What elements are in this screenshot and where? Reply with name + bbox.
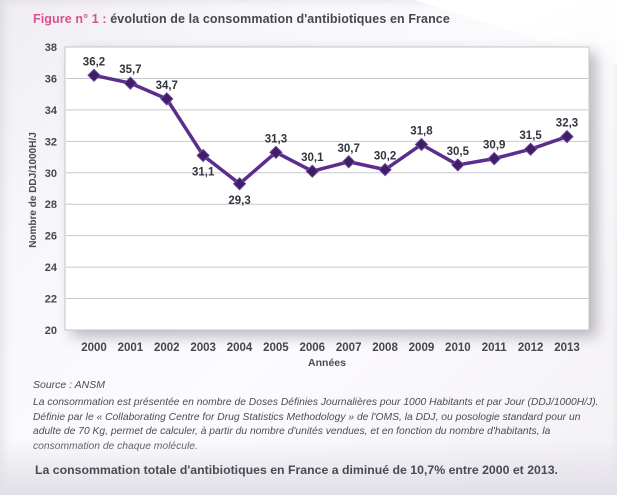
y-tick-label: 38 (45, 42, 57, 54)
data-point-label: 36,2 (83, 56, 105, 68)
figure-title-text: évolution de la consommation d'antibioti… (106, 12, 450, 26)
data-point-label: 31,1 (192, 166, 215, 178)
data-point-marker (451, 158, 465, 172)
x-tick-label: 2002 (154, 342, 180, 354)
y-tick-label: 26 (45, 231, 57, 243)
data-point-label: 30,7 (337, 143, 359, 155)
data-point-marker (196, 148, 210, 163)
series-line (92, 73, 569, 186)
x-tick-label: 2004 (227, 342, 253, 354)
data-point-marker (160, 92, 174, 106)
figure-title-prefix: Figure n° 1 : (33, 12, 107, 26)
data-point-label: 31,8 (410, 125, 433, 137)
data-point-marker (341, 155, 356, 169)
x-tick-label: 2013 (554, 342, 580, 354)
data-point-marker (123, 76, 138, 90)
x-tick-label: 2009 (409, 342, 435, 354)
line-chart: 38 36 34 32 30 28 26 24 22 20 2000 2001 2002 2003 2004… (28, 42, 590, 369)
source-note: Source : ANSM (33, 379, 105, 391)
x-tick-label: 2001 (118, 342, 144, 354)
data-point-marker (560, 129, 574, 144)
data-point-label: 30,2 (374, 151, 396, 163)
data-point-label: 34,7 (156, 80, 178, 92)
x-tick-label: 2000 (81, 342, 107, 354)
x-tick-label: 2008 (372, 342, 398, 354)
data-point-marker (378, 162, 392, 177)
data-point-label: 30,1 (301, 152, 324, 164)
x-tick-label: 2007 (336, 342, 362, 354)
data-point-label: 30,9 (483, 140, 505, 152)
data-point-label: 30,5 (447, 146, 470, 158)
y-tick-label: 32 (45, 136, 57, 148)
data-point-marker (232, 177, 247, 191)
data-point-label: 35,7 (119, 64, 141, 76)
x-tick-label: 2005 (263, 342, 289, 354)
y-axis-title: Nombre de DDJ/1000H/J (28, 132, 39, 248)
data-point-marker (87, 68, 101, 83)
x-tick-label: 2003 (190, 342, 216, 354)
data-point-marker (414, 137, 429, 152)
y-tick-label: 36 (45, 73, 57, 85)
x-tick-label: 2011 (482, 342, 508, 354)
summary-statement: La consommation totale d'antibiotiques e… (35, 463, 558, 477)
x-tick-label: 2006 (300, 342, 326, 354)
y-tick-label: 20 (45, 325, 57, 337)
data-point-marker (487, 151, 501, 166)
data-point-label: 29,3 (228, 195, 250, 207)
y-tick-label: 22 (45, 294, 57, 306)
data-point-marker (523, 142, 538, 156)
data-point-label: 31,3 (265, 133, 287, 145)
chart-plot-area: 38 36 34 32 30 28 26 24 22 20 2000 2001 2002 2003 2004… (45, 42, 590, 354)
data-point-label: 31,5 (519, 130, 542, 142)
data-point-label: 32,3 (556, 118, 578, 130)
x-axis-title: Années (308, 357, 346, 369)
y-tick-label: 30 (45, 168, 57, 180)
x-tick-label: 2012 (518, 342, 544, 354)
data-point-marker (305, 164, 320, 178)
y-tick-label: 28 (45, 199, 57, 211)
figure-title: Figure n° 1 : évolution de la consommati… (33, 12, 450, 26)
x-tick-label: 2010 (445, 342, 471, 354)
data-point-marker (269, 145, 283, 160)
y-tick-label: 24 (45, 262, 58, 274)
y-tick-label: 34 (45, 105, 58, 117)
summary-band: La consommation totale d'antibiotiques e… (0, 439, 617, 495)
